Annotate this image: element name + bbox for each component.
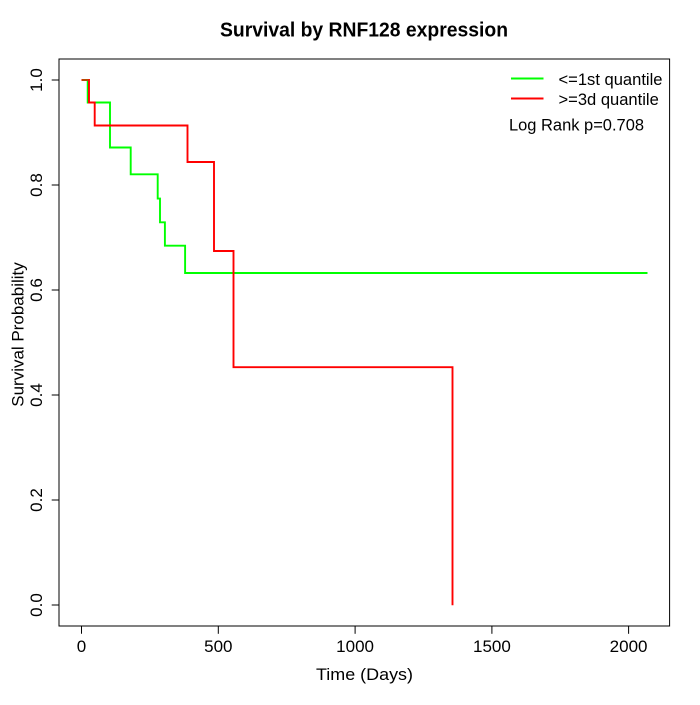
svg-text:0: 0 (77, 637, 86, 656)
svg-text:500: 500 (204, 637, 232, 656)
svg-text:0.4: 0.4 (27, 383, 46, 407)
svg-text:0.0: 0.0 (27, 593, 46, 617)
svg-text:0.2: 0.2 (27, 488, 46, 512)
svg-text:<=1st quantile: <=1st quantile (559, 70, 663, 89)
svg-text:Time (Days): Time (Days) (316, 665, 413, 684)
svg-text:>=3d quantile: >=3d quantile (559, 90, 659, 109)
svg-text:1.0: 1.0 (27, 68, 46, 92)
svg-text:1000: 1000 (336, 637, 374, 656)
svg-text:0.6: 0.6 (27, 278, 46, 302)
svg-text:1500: 1500 (473, 637, 511, 656)
svg-text:Survival Probability: Survival Probability (9, 262, 28, 407)
svg-text:0.8: 0.8 (27, 173, 46, 197)
svg-text:Log Rank p=0.708: Log Rank p=0.708 (509, 115, 644, 134)
svg-text:Survival by RNF128 expression: Survival by RNF128 expression (220, 19, 508, 42)
svg-text:2000: 2000 (610, 637, 648, 656)
